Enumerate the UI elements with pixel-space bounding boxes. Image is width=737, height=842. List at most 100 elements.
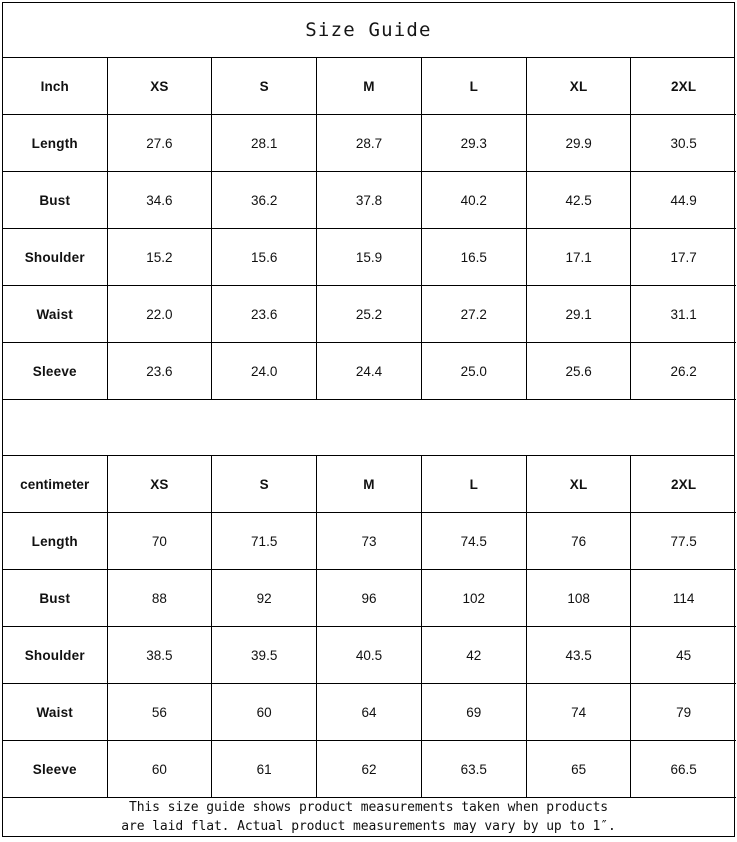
cm-row-label-length: Length: [3, 512, 108, 570]
inch-length-xs: 27.6: [107, 114, 213, 172]
inch-row-label-shoulder: Shoulder: [3, 228, 108, 286]
cm-size-header-xl: XL: [526, 456, 632, 513]
cm-waist-s: 60: [211, 683, 318, 741]
inch-length-xl: 29.9: [526, 114, 632, 172]
cm-sleeve-xs: 60: [107, 740, 213, 798]
cm-sleeve-l: 63.5: [421, 740, 527, 798]
inch-row-label-bust: Bust: [3, 171, 108, 229]
cm-waist-2xl: 79: [630, 683, 736, 741]
inch-shoulder-m: 15.9: [316, 228, 422, 286]
inch-size-header-xs: XS: [107, 58, 213, 115]
cm-row-label-bust: Bust: [3, 569, 108, 627]
centimeter-measurements-table: centimeter XS S M L XL 2XL Length 70 71.…: [3, 456, 736, 798]
cm-bust-xl: 108: [526, 569, 632, 627]
cm-shoulder-m: 40.5: [316, 626, 422, 684]
inch-bust-l: 40.2: [421, 171, 527, 229]
inch-sleeve-xs: 23.6: [107, 342, 213, 400]
inch-size-header-m: M: [316, 58, 422, 115]
inch-length-2xl: 30.5: [630, 114, 736, 172]
inch-row-label-waist: Waist: [3, 285, 108, 343]
cm-bust-m: 96: [316, 569, 422, 627]
table-row: Shoulder 38.5 39.5 40.5 42 43.5 45: [3, 626, 736, 684]
cm-row-label-waist: Waist: [3, 683, 108, 741]
cm-bust-2xl: 114: [630, 569, 736, 627]
table-row: Sleeve 23.6 24.0 24.4 25.0 25.6 26.2: [3, 342, 736, 400]
centimeter-table-wrapper: centimeter XS S M L XL 2XL Length 70 71.…: [3, 456, 736, 798]
inch-sleeve-l: 25.0: [421, 342, 527, 400]
cm-header-row: centimeter XS S M L XL 2XL: [3, 456, 736, 513]
table-row: Length 27.6 28.1 28.7 29.3 29.9 30.5: [3, 114, 736, 172]
note-line-2: are laid flat. Actual product measuremen…: [121, 819, 616, 834]
cm-bust-l: 102: [421, 569, 527, 627]
inch-row-label-sleeve: Sleeve: [3, 342, 108, 400]
cm-shoulder-2xl: 45: [630, 626, 736, 684]
table-separator-row: [3, 400, 734, 456]
cm-row-label-shoulder: Shoulder: [3, 626, 108, 684]
cm-waist-m: 64: [316, 683, 422, 741]
inch-shoulder-l: 16.5: [421, 228, 527, 286]
cm-waist-xs: 56: [107, 683, 213, 741]
inch-bust-m: 37.8: [316, 171, 422, 229]
cm-sleeve-xl: 65: [526, 740, 632, 798]
cm-size-header-m: M: [316, 456, 422, 513]
cm-size-header-s: S: [211, 456, 318, 513]
inch-unit-label: Inch: [3, 58, 108, 115]
cm-size-header-2xl: 2XL: [630, 456, 736, 513]
inch-header-row: Inch XS S M L XL 2XL: [3, 58, 736, 115]
cm-sleeve-s: 61: [211, 740, 318, 798]
inch-size-header-l: L: [421, 58, 527, 115]
inch-shoulder-s: 15.6: [211, 228, 318, 286]
table-row: Waist 22.0 23.6 25.2 27.2 29.1 31.1: [3, 285, 736, 343]
cm-shoulder-l: 42: [421, 626, 527, 684]
inch-shoulder-xl: 17.1: [526, 228, 632, 286]
cm-row-label-sleeve: Sleeve: [3, 740, 108, 798]
inch-waist-2xl: 31.1: [630, 285, 736, 343]
inch-size-header-xl: XL: [526, 58, 632, 115]
table-row: Waist 56 60 64 69 74 79: [3, 683, 736, 741]
inch-size-header-2xl: 2XL: [630, 58, 736, 115]
size-guide-note: This size guide shows product measuremen…: [3, 798, 734, 836]
cm-size-header-l: L: [421, 456, 527, 513]
inch-bust-xl: 42.5: [526, 171, 632, 229]
inch-waist-xs: 22.0: [107, 285, 213, 343]
note-line-1: This size guide shows product measuremen…: [128, 800, 609, 815]
cm-length-xs: 70: [107, 512, 213, 570]
cm-shoulder-xs: 38.5: [107, 626, 213, 684]
cm-size-header-xs: XS: [107, 456, 213, 513]
inch-measurements-table: Inch XS S M L XL 2XL Length 27.6 28.1 28…: [3, 58, 736, 400]
inch-bust-2xl: 44.9: [630, 171, 736, 229]
cm-length-m: 73: [316, 512, 422, 570]
inch-length-m: 28.7: [316, 114, 422, 172]
cm-waist-xl: 74: [526, 683, 632, 741]
page-title: Size Guide: [305, 19, 432, 41]
cm-length-l: 74.5: [421, 512, 527, 570]
table-row: Sleeve 60 61 62 63.5 65 66.5: [3, 740, 736, 798]
inch-table-wrapper: Inch XS S M L XL 2XL Length 27.6 28.1 28…: [3, 58, 736, 400]
cm-shoulder-xl: 43.5: [526, 626, 632, 684]
inch-sleeve-m: 24.4: [316, 342, 422, 400]
cm-length-xl: 76: [526, 512, 632, 570]
cm-bust-xs: 88: [107, 569, 213, 627]
cm-length-2xl: 77.5: [630, 512, 736, 570]
inch-bust-s: 36.2: [211, 171, 318, 229]
table-row: Bust 34.6 36.2 37.8 40.2 42.5 44.9: [3, 171, 736, 229]
inch-row-label-length: Length: [3, 114, 108, 172]
inch-length-s: 28.1: [211, 114, 318, 172]
inch-waist-l: 27.2: [421, 285, 527, 343]
inch-sleeve-2xl: 26.2: [630, 342, 736, 400]
inch-sleeve-xl: 25.6: [526, 342, 632, 400]
cm-bust-s: 92: [211, 569, 318, 627]
table-row: Length 70 71.5 73 74.5 76 77.5: [3, 512, 736, 570]
table-row: Shoulder 15.2 15.6 15.9 16.5 17.1 17.7: [3, 228, 736, 286]
table-row: Bust 88 92 96 102 108 114: [3, 569, 736, 627]
cm-shoulder-s: 39.5: [211, 626, 318, 684]
inch-shoulder-xs: 15.2: [107, 228, 213, 286]
inch-shoulder-2xl: 17.7: [630, 228, 736, 286]
inch-waist-xl: 29.1: [526, 285, 632, 343]
inch-sleeve-s: 24.0: [211, 342, 318, 400]
inch-length-l: 29.3: [421, 114, 527, 172]
inch-waist-s: 23.6: [211, 285, 318, 343]
size-guide-title-row: Size Guide: [3, 3, 734, 58]
cm-sleeve-m: 62: [316, 740, 422, 798]
